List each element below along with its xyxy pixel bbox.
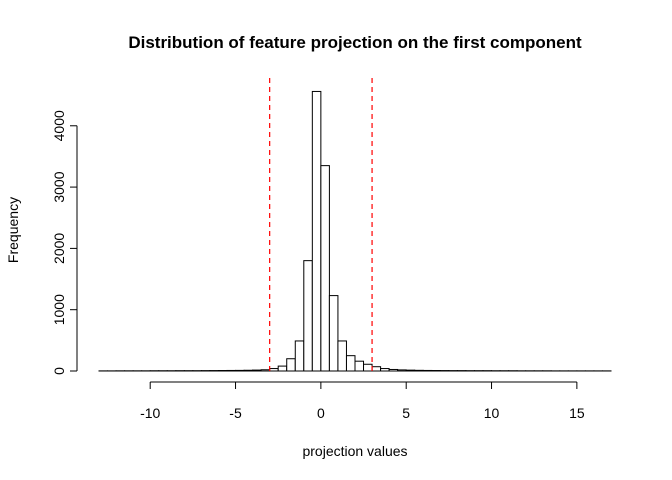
y-tick-label: 0	[51, 367, 67, 375]
reference-lines	[269, 78, 373, 371]
histogram-bar	[354, 360, 365, 372]
x-tick-label: -10	[140, 405, 160, 421]
y-tick-label: 1000	[51, 294, 67, 325]
histogram-bar	[388, 368, 399, 372]
histogram-bar	[235, 369, 245, 372]
x-tick-label: -5	[229, 405, 242, 421]
histogram-bars	[98, 90, 612, 372]
x-tick-label: 10	[484, 405, 500, 421]
y-tick-label: 4000	[51, 110, 67, 141]
histogram-bar	[277, 365, 288, 372]
histogram-bar	[371, 366, 382, 372]
histogram-bar	[328, 295, 339, 372]
x-tick-label: 5	[402, 405, 410, 421]
histogram-bar	[243, 369, 254, 372]
histogram-bar	[226, 369, 237, 372]
histogram-bar	[252, 369, 262, 372]
histogram-bar	[397, 369, 407, 372]
histogram-bar	[269, 368, 279, 372]
histogram-bar	[405, 369, 416, 372]
histogram-bar	[380, 368, 390, 372]
y-tick-label: 3000	[51, 171, 67, 202]
x-axis-label: projection values	[302, 443, 407, 459]
x-tick-label: 0	[317, 405, 325, 421]
histogram-bar	[311, 90, 322, 372]
chart-title: Distribution of feature projection on th…	[128, 33, 582, 52]
y-axis-label: Frequency	[5, 197, 21, 263]
y-tick-label: 2000	[51, 233, 67, 264]
x-tick-label: 15	[569, 405, 585, 421]
histogram-bar	[294, 340, 305, 372]
histogram-bar	[337, 340, 347, 372]
histogram-bar	[345, 355, 356, 372]
histogram-bar	[363, 363, 373, 372]
x-axis: -10 -5 0 5 10 15	[140, 381, 585, 421]
y-axis: 0 1000 2000 3000 4000	[51, 110, 78, 375]
histogram-bar	[260, 369, 271, 372]
histogram-bar	[286, 358, 296, 372]
histogram-bar	[320, 165, 330, 372]
histogram-bar	[414, 369, 424, 372]
histogram-bar	[303, 260, 313, 372]
histogram-bar	[422, 369, 433, 372]
